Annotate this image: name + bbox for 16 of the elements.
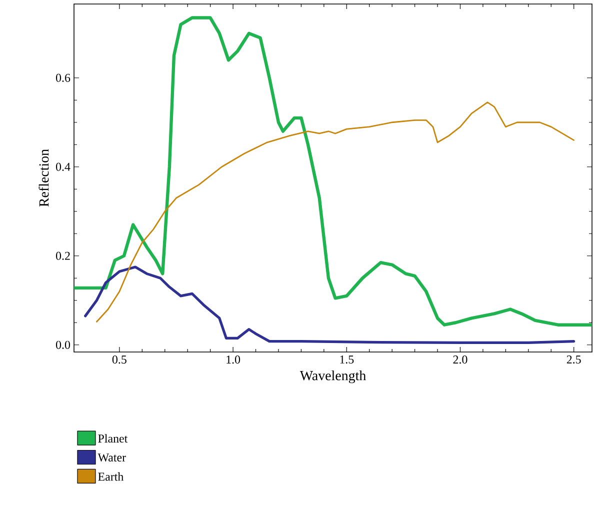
y-tick-label: 0.4 (56, 162, 70, 171)
line-series (74, 16, 592, 326)
x-tick-label: 1.0 (226, 356, 240, 364)
y-tick-label: 0.6 (56, 74, 70, 82)
legend-label: Planet (98, 434, 128, 443)
x-axis-title: Wavelength (300, 370, 366, 384)
legend-label: Earth (98, 472, 124, 481)
x-tick-label: 0.5 (112, 356, 126, 364)
legend-label: Water (98, 454, 126, 462)
x-tick-label: 1.5 (340, 356, 354, 364)
x-tick-label: 2.0 (453, 356, 468, 364)
x-tick-label: 2.5 (566, 356, 581, 364)
y-tick-label: 0.0 (56, 340, 70, 349)
y-tick-label: 0.2 (56, 252, 70, 260)
y-axis-title: Reflection (38, 149, 49, 207)
line-series (84, 266, 576, 344)
